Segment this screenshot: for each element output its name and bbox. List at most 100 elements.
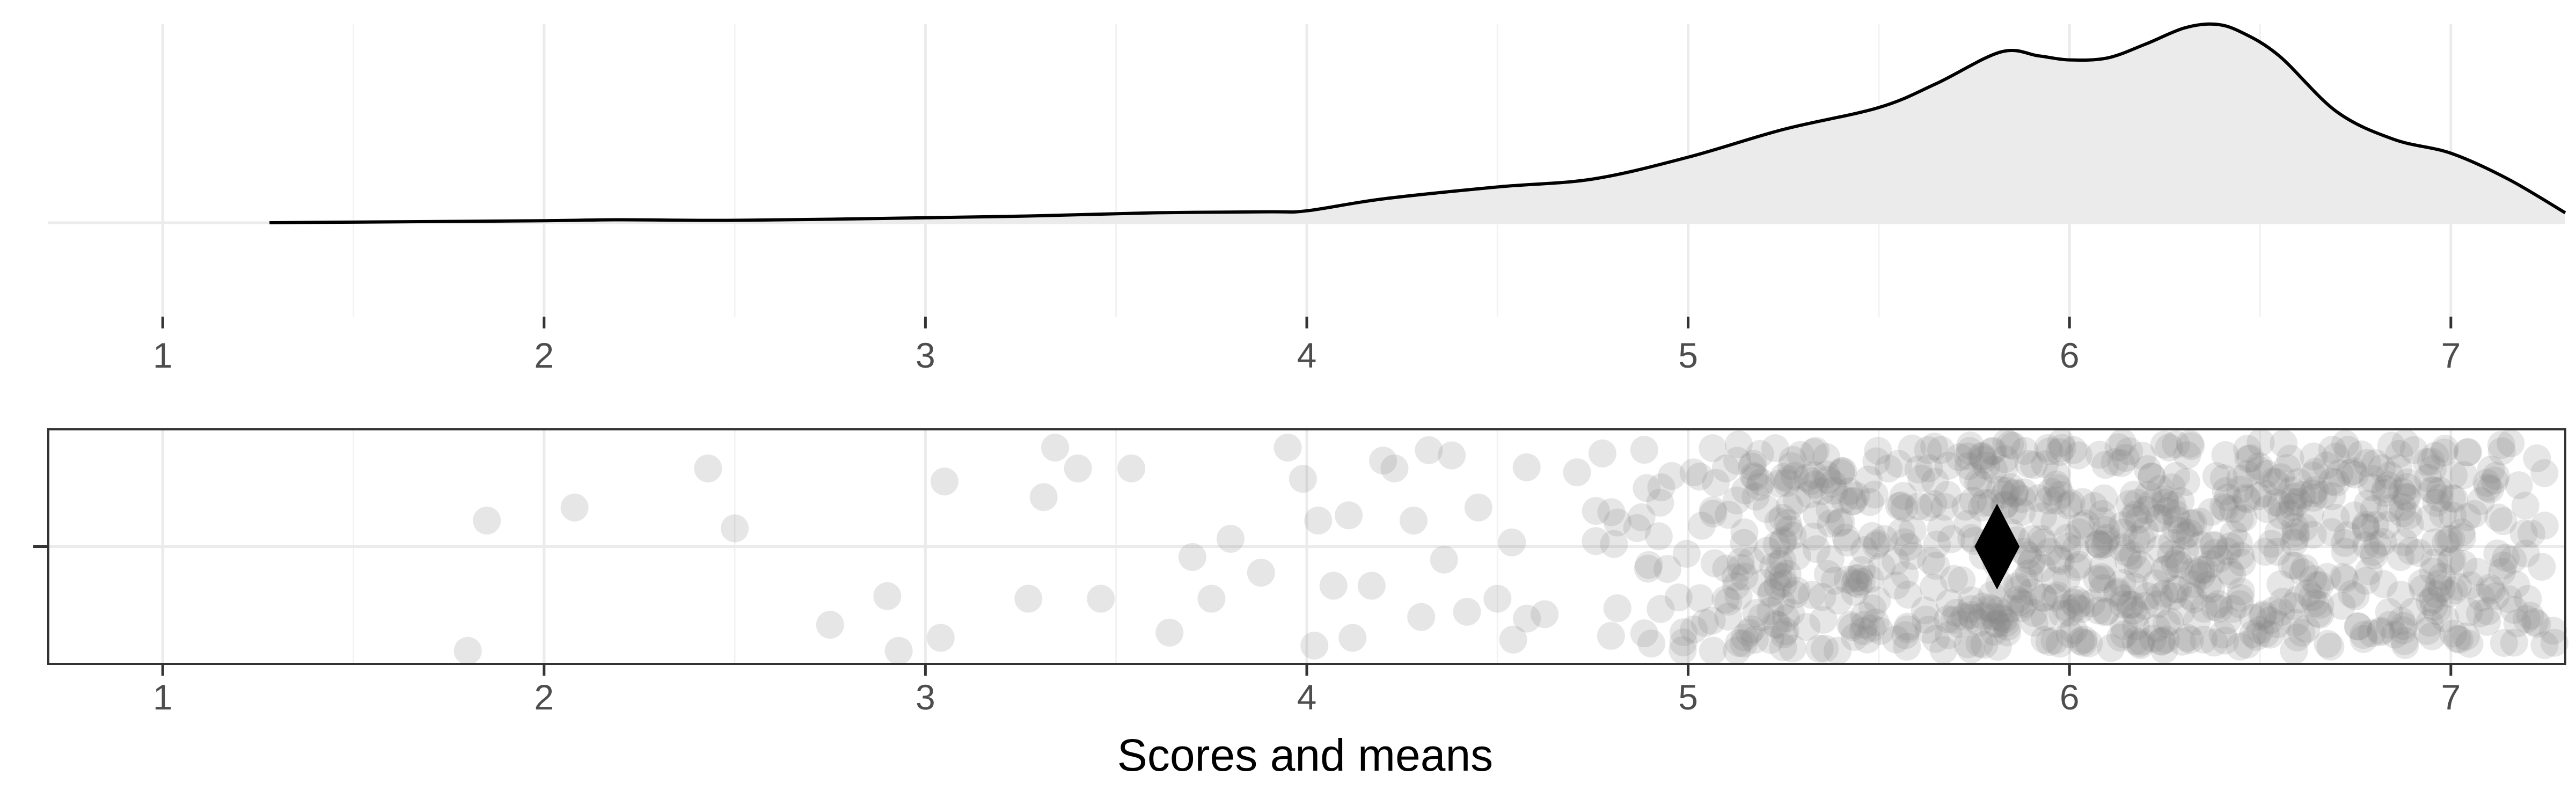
score-point [2523,610,2551,638]
score-point [2227,577,2255,606]
score-point [1769,620,1798,649]
score-point [2194,571,2222,599]
score-point [2309,480,2338,509]
score-point [2245,456,2273,484]
score-point [1761,610,1790,638]
score-point [2164,575,2192,604]
score-point [2497,429,2525,457]
score-point [1968,443,1997,471]
score-point [2114,546,2143,575]
score-point [2162,515,2190,544]
score-point [1927,514,1955,543]
score-point [2226,584,2255,612]
score-point [2301,458,2330,486]
score-point [2226,632,2254,661]
score-point [1731,476,1759,504]
score-point [2101,448,2129,477]
score-point [2123,525,2151,553]
score-point [2028,554,2057,582]
score-point [2164,545,2192,573]
score-point [2187,561,2216,590]
score-point [1714,603,1743,631]
score-point [1849,617,1877,646]
score-point [2314,630,2342,658]
score-point [2367,617,2395,645]
score-point [2148,627,2176,655]
score-point [1646,595,1675,623]
score-point [1711,454,1740,482]
score-point [816,611,844,639]
score-point [2147,627,2176,656]
score-point [1836,611,1865,639]
score-point [1745,473,1774,501]
score-point [2213,537,2242,566]
score-point [1934,451,1963,480]
score-point [2352,567,2380,595]
score-point [1948,566,1976,595]
score-point [1919,573,1948,602]
score-point [2437,525,2465,553]
score-point [694,454,722,482]
score-point [2085,441,2114,469]
score-point [1772,604,1800,632]
score-point [1319,572,1348,600]
score-point [2205,544,2234,573]
score-point [2134,480,2163,509]
score-point [2440,576,2468,605]
score-point [2097,634,2125,662]
density-area [269,24,2566,223]
score-point [2191,555,2219,584]
score-point [1216,524,1245,553]
score-point [1786,441,1814,469]
score-point [1773,469,1802,497]
score-point [1699,499,1728,528]
score-point [2197,498,2226,526]
score-point [1757,580,1785,608]
score-point [1999,496,2028,525]
score-point [473,506,501,535]
score-point [1866,617,1894,645]
score-point [2142,569,2170,598]
density-x-tick-label: 1 [153,335,173,375]
score-point [1950,603,1979,631]
score-point [1723,447,1752,475]
score-point [2010,437,2039,465]
score-point [2205,595,2234,623]
score-point [2263,610,2292,639]
score-point [1453,597,1481,626]
score-point [2177,509,2205,538]
score-point [1832,523,1860,552]
score-point [1483,584,1512,613]
score-point [2197,575,2225,603]
score-point [1700,549,1729,577]
score-point [2523,444,2551,473]
score-point [2280,529,2309,557]
score-point [2449,550,2478,579]
score-point [2250,479,2278,508]
score-point [1702,469,1730,497]
score-point [1930,493,1959,521]
score-point [1907,464,1936,493]
score-point [2226,464,2255,493]
score-point [1856,565,1884,593]
score-point [1863,586,1891,614]
score-point [2168,517,2196,545]
score-point [1064,454,1092,482]
score-point [2366,618,2395,646]
score-point [1634,554,1662,583]
score-point [2116,590,2144,619]
score-point [2069,625,2098,654]
score-point [1922,552,1950,580]
score-point [1029,483,1058,511]
score-point [1940,605,1968,634]
score-point [1178,543,1206,571]
score-point [1774,465,1803,494]
score-point [1762,531,1791,559]
score-point [1967,493,1996,522]
score-point [1970,631,1999,659]
score-point [1980,618,2008,646]
score-point [2361,511,2390,539]
score-point [2262,488,2290,517]
score-point [2010,566,2039,595]
score-point [1811,634,1839,663]
